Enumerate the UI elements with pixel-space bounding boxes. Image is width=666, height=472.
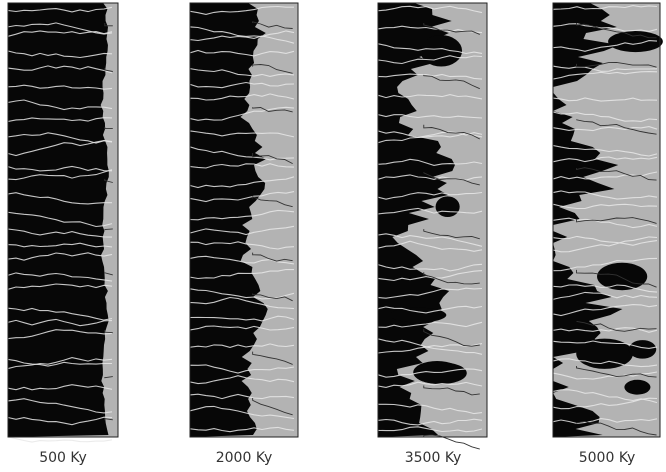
figure: 500 Ky 2000 Ky 3500 Ky 5000 Ky — [0, 0, 666, 472]
dark-island — [597, 263, 647, 290]
panel-label: 3500 Ky — [405, 450, 462, 466]
panel-label: 2000 Ky — [216, 450, 273, 466]
panel-label: 500 Ky — [39, 450, 87, 466]
dark-island — [608, 31, 663, 52]
panel-label: 5000 Ky — [579, 450, 636, 466]
panel — [553, 3, 663, 437]
dark-island — [414, 362, 467, 384]
panels — [8, 3, 663, 449]
dark-island — [389, 308, 446, 323]
dark-island — [629, 340, 656, 359]
panel — [8, 3, 118, 442]
dark-island — [436, 196, 460, 217]
panel — [378, 3, 487, 449]
panel — [190, 3, 298, 437]
dark-island — [624, 380, 650, 395]
